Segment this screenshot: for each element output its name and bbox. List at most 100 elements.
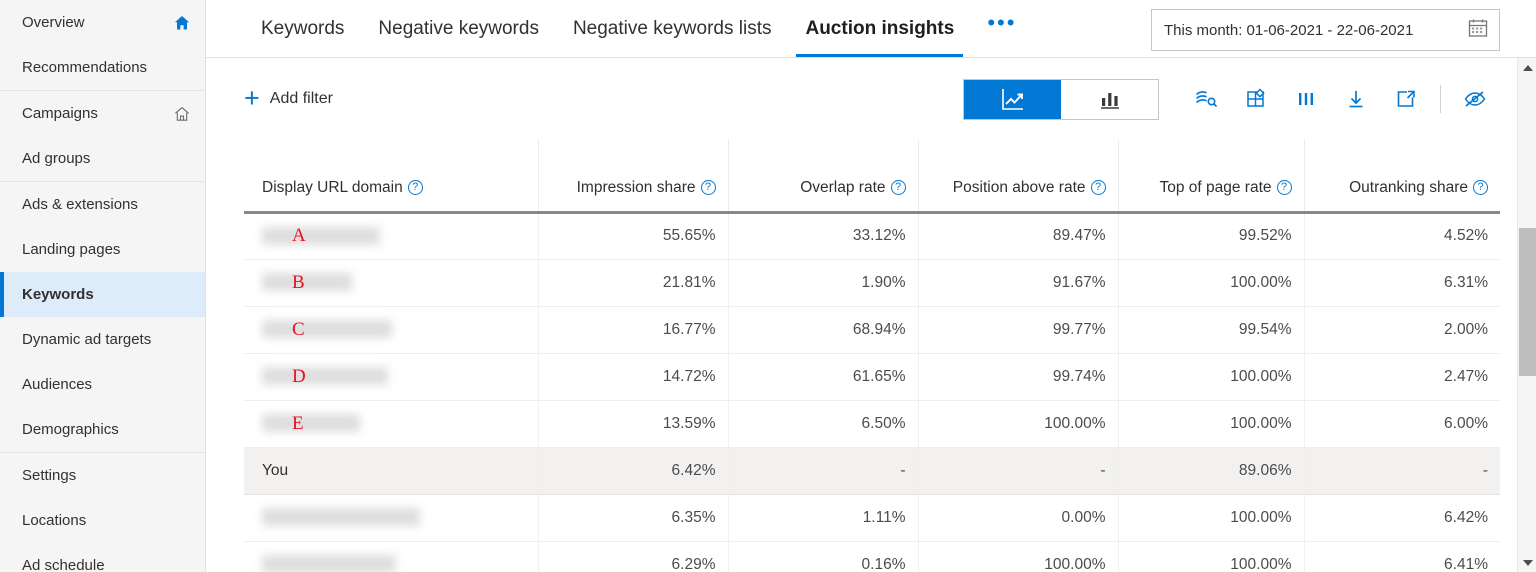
tab-keywords[interactable]: Keywords <box>244 0 361 57</box>
vertical-scrollbar[interactable] <box>1517 58 1536 572</box>
cell-overlap-rate: 0.16% <box>727 541 918 572</box>
help-icon[interactable]: ? <box>1276 179 1292 195</box>
cell-impression-share: 16.77% <box>537 306 728 354</box>
scroll-up-arrow-icon[interactable] <box>1518 58 1536 77</box>
redacted-domain-blur <box>262 273 352 292</box>
sidebar-item-recommendations[interactable]: Recommendations <box>0 45 205 90</box>
calendar-icon[interactable] <box>1467 17 1489 44</box>
tab-negative-keywords-lists[interactable]: Negative keywords lists <box>556 0 789 57</box>
redacted-domain-blur <box>262 320 392 339</box>
cell-position-above-rate: 89.47% <box>917 212 1118 260</box>
cell-impression-share: 14.72% <box>537 353 728 401</box>
download-icon[interactable] <box>1331 79 1381 119</box>
sidebar-item-demographics[interactable]: Demographics <box>0 407 205 452</box>
help-icon[interactable]: ? <box>700 179 716 195</box>
cell-outranking-share: 6.00% <box>1303 400 1500 448</box>
cell-outranking-share: 4.52% <box>1303 212 1500 260</box>
column-header-label: Overlap rate <box>800 178 886 196</box>
table-row[interactable]: A 55.65% 33.12% 89.47% 99.52% 4.52% <box>244 212 1500 260</box>
cell-overlap-rate: 1.90% <box>727 259 918 307</box>
table-row[interactable]: 6.35% 1.11% 0.00% 100.00% 6.42% <box>244 494 1500 542</box>
nav-group: Settings Locations Ad schedule <box>0 453 205 572</box>
help-icon[interactable]: ? <box>1090 179 1106 195</box>
table-row[interactable]: You 6.42% - -89.06% - <box>244 447 1500 495</box>
columns-icon[interactable] <box>1281 79 1331 119</box>
cell-top-of-page-rate: 99.52% <box>1117 212 1304 260</box>
sidebar-item-label: Landing pages <box>22 241 121 258</box>
column-header-label: Outranking share <box>1349 178 1468 196</box>
redacted-domain-blur <box>262 508 420 527</box>
sidebar-item-label: Settings <box>22 467 77 484</box>
toolbar-actions <box>963 78 1500 120</box>
sidebar-item-overview[interactable]: Overview <box>0 0 205 45</box>
cell-top-of-page-rate: 100.00% <box>1117 541 1304 572</box>
help-icon[interactable]: ? <box>407 179 423 195</box>
hide-chart-icon[interactable] <box>1450 79 1500 119</box>
column-header-impression-share[interactable]: Impression share? <box>537 140 728 214</box>
table-header-row: Display URL domain? Impression share? Ov… <box>244 140 1500 214</box>
main-content-panel: Keywords Negative keywords Negative keyw… <box>206 0 1536 572</box>
home-filled-icon <box>173 14 191 32</box>
nav-group: Ads & extensions Landing pages Keywords … <box>0 182 205 453</box>
cell-display-url-domain: D <box>244 353 538 401</box>
table-row[interactable]: 6.29% 0.16% 100.00% 100.00% 6.41% <box>244 541 1500 572</box>
expand-icon[interactable] <box>1381 79 1431 119</box>
sidebar-item-label: Campaigns <box>22 105 98 122</box>
table-row[interactable]: C 16.77% 68.94% 99.77% 99.54% 2.00% <box>244 306 1500 354</box>
tab-negative-keywords[interactable]: Negative keywords <box>361 0 556 57</box>
cell-overlap-rate: 68.94% <box>727 306 918 354</box>
sidebar-item-settings[interactable]: Settings <box>0 453 205 498</box>
tab-bar: Keywords Negative keywords Negative keyw… <box>206 0 1536 58</box>
table-header: Display URL domain? Impression share? Ov… <box>244 140 1500 214</box>
column-header-label: Impression share <box>576 178 696 196</box>
column-header-top-of-page-rate[interactable]: Top of page rate? <box>1117 140 1304 214</box>
sidebar-item-audiences[interactable]: Audiences <box>0 362 205 407</box>
help-icon[interactable]: ? <box>1473 179 1488 195</box>
column-header-outranking-share[interactable]: Outranking share? <box>1303 140 1500 214</box>
column-header-display-url-domain[interactable]: Display URL domain? <box>244 140 538 214</box>
column-header-position-above-rate[interactable]: Position above rate? <box>917 140 1118 214</box>
cell-outranking-share: - <box>1303 447 1500 495</box>
sidebar-item-ad-schedule[interactable]: Ad schedule <box>0 543 205 572</box>
sidebar-item-label: Ads & extensions <box>22 196 138 213</box>
table-row[interactable]: D 14.72% 61.65% 99.74% 100.00% 2.47% <box>244 353 1500 401</box>
column-header-overlap-rate[interactable]: Overlap rate? <box>727 140 918 214</box>
line-chart-view-button[interactable] <box>964 79 1061 119</box>
sidebar-item-label: Overview <box>22 14 85 31</box>
tab-auction-insights[interactable]: Auction insights <box>788 0 971 57</box>
redaction-letter-label: B <box>292 271 305 293</box>
left-navigation-sidebar: Overview Recommendations Campaigns Ad gr… <box>0 0 206 572</box>
sidebar-item-ad-groups[interactable]: Ad groups <box>0 136 205 181</box>
table-row[interactable]: E 13.59% 6.50% 100.00% 100.00% 6.00% <box>244 400 1500 448</box>
cell-display-url-domain: You <box>244 447 538 495</box>
cell-top-of-page-rate: 89.06% <box>1117 447 1304 495</box>
cell-impression-share: 6.29% <box>537 541 728 572</box>
chart-type-segmented-control <box>963 78 1159 120</box>
more-tabs-ellipsis-icon[interactable]: ••• <box>971 0 1032 57</box>
help-icon[interactable]: ? <box>890 179 906 195</box>
sidebar-item-locations[interactable]: Locations <box>0 498 205 543</box>
layout-icon[interactable] <box>1231 79 1281 119</box>
sidebar-item-ads-extensions[interactable]: Ads & extensions <box>0 182 205 227</box>
cell-impression-share: 13.59% <box>537 400 728 448</box>
redaction-letter-label: E <box>292 412 304 434</box>
scrollbar-thumb[interactable] <box>1519 228 1536 376</box>
cell-display-url-domain: E <box>244 400 538 448</box>
sidebar-item-keywords[interactable]: Keywords <box>0 272 205 317</box>
cell-top-of-page-rate: 100.00% <box>1117 400 1304 448</box>
bar-chart-view-button[interactable] <box>1061 79 1158 119</box>
add-filter-button[interactable]: + Add filter <box>244 84 333 113</box>
scroll-down-arrow-icon[interactable] <box>1518 553 1536 572</box>
cell-position-above-rate: 99.77% <box>917 306 1118 354</box>
sidebar-item-campaigns[interactable]: Campaigns <box>0 91 205 136</box>
table-row[interactable]: B 21.81% 1.90% 91.67% 100.00% 6.31% <box>244 259 1500 307</box>
segments-icon[interactable] <box>1181 79 1231 119</box>
cell-position-above-rate: 0.00% <box>917 494 1118 542</box>
date-range-picker[interactable]: This month: 01-06-2021 - 22-06-2021 <box>1151 9 1500 51</box>
sidebar-item-dynamic-ad-targets[interactable]: Dynamic ad targets <box>0 317 205 362</box>
cell-display-url-domain: B <box>244 259 538 307</box>
sidebar-item-landing-pages[interactable]: Landing pages <box>0 227 205 272</box>
tab-label: Keywords <box>261 17 345 39</box>
tab-label: Negative keywords <box>378 17 539 39</box>
cell-overlap-rate: 33.12% <box>727 212 918 260</box>
